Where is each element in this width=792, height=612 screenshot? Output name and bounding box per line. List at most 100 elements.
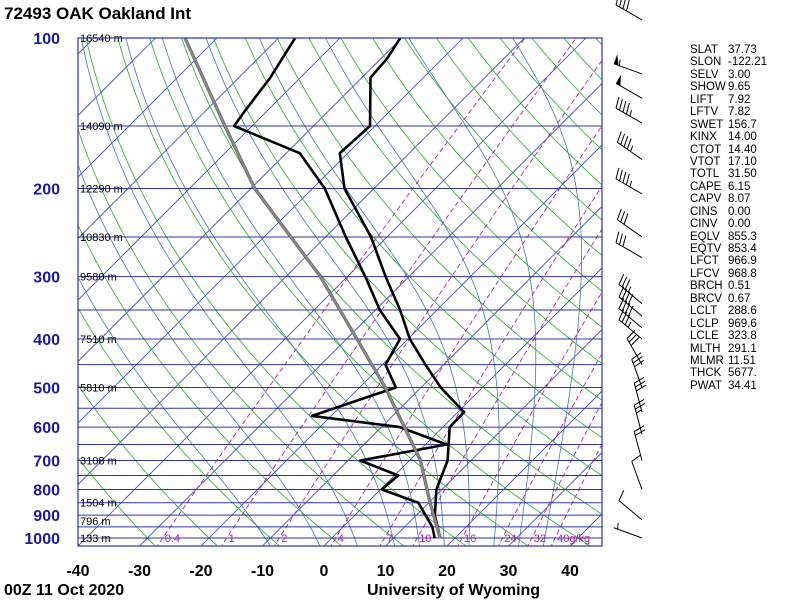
- index-value: 7.82: [728, 106, 751, 119]
- index-key: SLAT: [690, 44, 718, 56]
- index-row: CTOT 14.40: [690, 144, 767, 156]
- index-key: CINV: [690, 218, 718, 231]
- index-key: EQLV: [690, 230, 720, 243]
- index-key: MLMR: [690, 354, 724, 367]
- dry-adiabat: [149, 38, 592, 546]
- index-row: THCK 5677.: [690, 367, 767, 379]
- barb-staff: [633, 405, 643, 435]
- x-tick-label: -40: [66, 563, 89, 580]
- index-row: LCLT 288.6: [690, 305, 767, 317]
- wind-barbs: [613, 0, 647, 539]
- mixing-ratio-label: 0.4: [165, 533, 180, 545]
- barb-half-flag: [630, 145, 634, 152]
- barb-half-flag: [617, 522, 619, 530]
- mixing-ratio-line: [527, 401, 602, 546]
- index-value: 5677.: [728, 367, 757, 380]
- index-row: BRCV 0.67: [690, 293, 767, 305]
- barb-staff: [633, 431, 643, 461]
- wind-barb: [615, 0, 643, 21]
- height-label: 16540 m: [80, 33, 123, 45]
- x-tick-label: 20: [438, 563, 456, 580]
- index-value: 323.8: [728, 330, 757, 343]
- background-lines: [0, 38, 602, 549]
- y-tick-label: 200: [33, 182, 60, 199]
- index-key: PWAT: [690, 379, 722, 392]
- index-key: SWET: [690, 118, 724, 131]
- barb-flag: [623, 136, 629, 148]
- wind-barb: [631, 352, 645, 388]
- barb-flag: [628, 333, 638, 343]
- barb-flag: [622, 235, 627, 247]
- barb-flag: [622, 100, 627, 113]
- wind-barb: [613, 54, 643, 75]
- barb-flag: [635, 402, 646, 410]
- isotherm: [78, 38, 279, 240]
- wind-barb: [618, 298, 643, 329]
- observation-time: 00Z 11 Oct 2020: [4, 582, 125, 599]
- index-value: 288.6: [728, 305, 757, 318]
- isotherm: [78, 38, 218, 178]
- index-key: VTOT: [690, 155, 721, 168]
- isotherm: [78, 38, 95, 55]
- moist-adiabat: [80, 38, 358, 546]
- barb-flag: [623, 213, 629, 225]
- barb-staff: [626, 338, 643, 365]
- wind-barb: [618, 490, 643, 521]
- index-row: LFCT 966.9: [690, 255, 767, 267]
- x-tick-label: 30: [500, 563, 518, 580]
- wind-barb: [615, 74, 643, 99]
- height-label: 3108 m: [80, 456, 117, 468]
- index-value: 9.65: [728, 81, 751, 94]
- profiles: [183, 38, 466, 539]
- barb-flag: [620, 133, 626, 145]
- index-row: LFCV 968.8: [690, 268, 767, 280]
- index-key: CINS: [690, 205, 718, 218]
- y-tick-label: 1000: [24, 531, 60, 548]
- index-value: 969.6: [728, 317, 757, 330]
- index-key: SHOW: [690, 81, 726, 94]
- height-label: 9580 m: [80, 272, 117, 284]
- height-label: 14090 m: [80, 121, 123, 133]
- mixing-ratio-line: [497, 352, 602, 546]
- barb-flag: [635, 429, 646, 436]
- index-value: 17.10: [728, 155, 757, 168]
- dry-adiabat: [78, 128, 405, 546]
- mixing-ratio-label: 4: [338, 533, 344, 545]
- mixing-ratio-label: 2: [281, 533, 287, 545]
- x-tick-label: -10: [251, 563, 274, 580]
- index-key: SLON: [690, 56, 722, 69]
- wind-barb: [616, 131, 643, 160]
- barb-flag: [624, 303, 631, 314]
- isotherm: [0, 38, 33, 549]
- isotherm: [323, 267, 602, 546]
- barb-staff: [615, 242, 643, 259]
- barb-staff: [631, 359, 643, 388]
- index-row: VTOT 17.10: [690, 156, 767, 168]
- isotherm: [78, 38, 464, 424]
- plot-frame: [77, 37, 603, 547]
- barb-half-flag: [627, 286, 632, 293]
- barb-flag: [625, 0, 630, 12]
- barb-staff: [617, 141, 643, 160]
- index-key: SELV: [690, 68, 719, 81]
- wind-barb: [626, 330, 643, 365]
- dry-adiabat: [308, 38, 602, 365]
- index-key: THCK: [690, 367, 722, 380]
- barb-staff: [618, 500, 643, 521]
- mixing-ratio-line: [330, 124, 602, 546]
- mixing-ratio-label: 40g/kg: [557, 533, 590, 545]
- wind-barb: [633, 376, 647, 413]
- barb-flag: [626, 138, 632, 150]
- barb-flag: [618, 490, 625, 501]
- barb-half-flag: [627, 321, 632, 328]
- barb-flag: [615, 96, 620, 109]
- barb-flag: [627, 294, 634, 305]
- index-value: 3.00: [728, 68, 751, 81]
- index-value: 31.50: [728, 168, 757, 181]
- index-row: MLTH 291.1: [690, 343, 767, 355]
- barb-flag: [633, 425, 645, 433]
- index-row: EQTV 853.4: [690, 243, 767, 255]
